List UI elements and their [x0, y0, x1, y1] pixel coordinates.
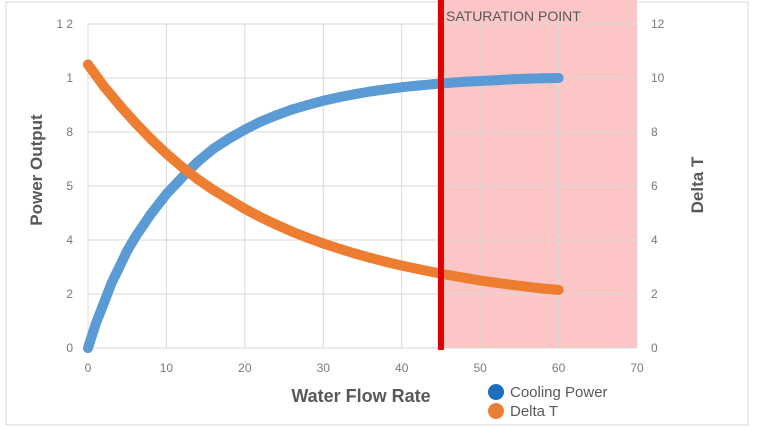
y-tick-label: 1: [66, 71, 73, 85]
y-tick-label: 8: [66, 125, 73, 139]
y-right-tick-label: 6: [651, 179, 658, 193]
x-tick-label: 10: [160, 361, 174, 375]
y-tick-label: 5: [66, 179, 73, 193]
series-cooling-power: [83, 73, 564, 353]
x-tick-label: 50: [473, 361, 487, 375]
y-axis-right-title: Delta T: [688, 156, 707, 213]
x-axis-title: Water Flow Rate: [291, 386, 430, 406]
y-tick-label: 0: [66, 341, 73, 355]
x-tick-label: 20: [238, 361, 252, 375]
line-delta-t: [83, 59, 564, 295]
y-tick-label: 4: [66, 233, 73, 247]
x-tick-label: 30: [317, 361, 331, 375]
y-right-tick-label: 12: [651, 17, 665, 31]
legend-label-delta-t: Delta T: [510, 403, 558, 420]
y-right-tick-label: 4: [651, 233, 658, 247]
line-cooling-power: [83, 73, 564, 353]
y-tick-label: 1 2: [56, 17, 73, 31]
y-right-tick-label: 8: [651, 125, 658, 139]
y-right-tick-label: 0: [651, 341, 658, 355]
y-right-tick-label: 2: [651, 287, 658, 301]
saturation-region: [440, 0, 637, 348]
y-axis-title: Power Output: [27, 114, 46, 226]
x-tick-label: 60: [552, 361, 566, 375]
legend-label-cooling-power: Cooling Power: [510, 384, 608, 401]
y-right-tick-label: 10: [651, 71, 665, 85]
legend: Cooling Power Delta T: [488, 384, 608, 420]
legend-swatch-delta-t: [488, 403, 504, 419]
legend-swatch-cooling-power: [488, 384, 504, 400]
saturation-region-layer: [440, 0, 637, 348]
y-tick-label: 2: [66, 287, 73, 301]
x-tick-label: 70: [630, 361, 644, 375]
saturation-label: SATURATION POINT: [446, 8, 581, 24]
series-delta-t: [83, 59, 564, 295]
series-layer: [83, 59, 564, 353]
x-tick-label: 40: [395, 361, 409, 375]
x-tick-label: 0: [85, 361, 92, 375]
chart-border: [5, 1, 749, 426]
